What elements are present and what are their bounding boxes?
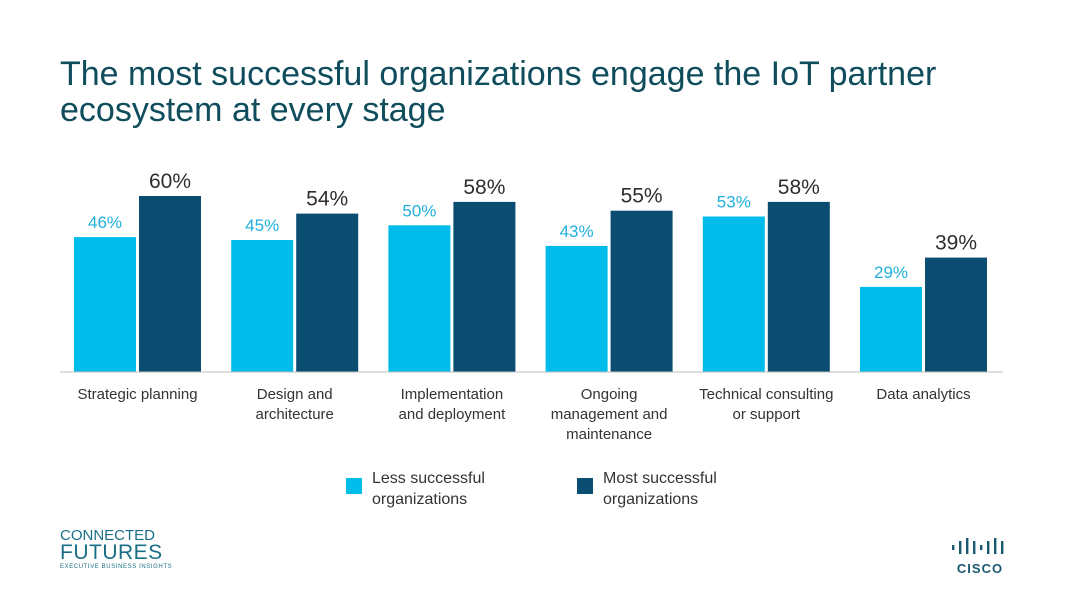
logo-line-futures: FUTURES [60,541,163,564]
value-label-less-2: 50% [402,201,436,220]
value-label-less-0: 46% [88,213,122,232]
bar-most-2 [453,201,516,372]
category-labels-group: Strategic planning Design and architecture… [77,386,970,443]
bar-most-4 [767,201,830,372]
value-label-most-5: 39% [935,232,977,255]
value-label-less-5: 29% [874,263,908,282]
value-label-most-2: 58% [463,176,505,199]
bar-less-1 [231,240,294,372]
page-title: The most successful organizations engage… [60,55,937,129]
bars-group [74,196,987,372]
cisco-logo: CISCO [948,538,1012,576]
bar-less-3 [545,245,608,372]
value-label-most-4: 58% [778,176,820,199]
bar-less-2 [388,225,451,372]
category-label-1: Design and architecture [256,386,334,423]
bar-most-3 [610,210,673,372]
bar-less-0 [74,237,136,372]
category-label-3: Ongoing management and maintenance [551,386,668,443]
value-labels-group: 46% 60% 45% 54% 50% 58% 43% 55% 53% 58% 29% 39% [88,170,977,282]
cisco-wordmark: CISCO [956,561,1004,576]
bar-less-4 [702,216,765,372]
bar-most-1 [296,213,359,372]
cisco-bars-icon [952,538,1004,554]
connected-futures-logo: CONNECTED FUTURES EXECUTIVE BUSINESS INS… [60,528,172,571]
bar-most-5 [925,257,987,372]
logo-line-tagline: EXECUTIVE BUSINESS INSIGHTS [60,564,173,570]
bar-most-0 [139,196,201,372]
category-label-0: Strategic planning [77,386,197,403]
logo-line-connected: CONNECTED [60,527,156,544]
value-label-most-1: 54% [306,188,348,211]
category-label-4: Technical consulting or support [699,386,833,423]
bar-less-5 [860,286,922,372]
category-label-2: Implementation and deployment [399,386,507,423]
category-label-5: Data analytics [876,386,970,403]
value-label-less-1: 45% [245,216,279,235]
value-label-most-0: 60% [149,170,191,193]
value-label-less-4: 53% [717,193,751,212]
value-label-most-3: 55% [621,185,663,208]
value-label-less-3: 43% [560,222,594,241]
